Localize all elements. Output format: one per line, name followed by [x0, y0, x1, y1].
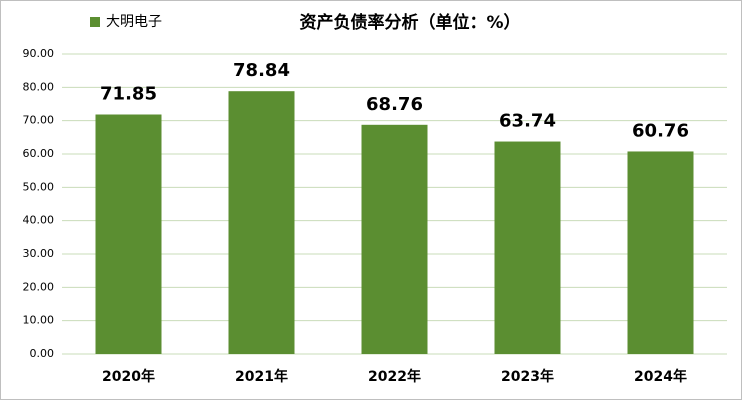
bar	[95, 114, 162, 354]
y-tick-label: 50.00	[23, 180, 55, 193]
bar	[228, 91, 295, 354]
y-tick-label: 20.00	[23, 280, 55, 293]
x-tick-label: 2023年	[501, 368, 554, 385]
data-label: 71.85	[100, 84, 157, 105]
y-tick-label: 0.00	[30, 347, 55, 360]
x-tick-label: 2024年	[634, 368, 687, 385]
x-tick-label: 2022年	[368, 368, 421, 385]
data-label: 63.74	[499, 111, 556, 132]
legend-label: 大明电子	[106, 14, 162, 30]
data-label: 60.76	[632, 120, 689, 141]
y-tick-label: 10.00	[23, 314, 55, 327]
data-label: 78.84	[233, 60, 290, 81]
legend-swatch	[90, 17, 100, 27]
chart-title: 资产负债率分析（单位：%）	[299, 12, 520, 33]
x-tick-label: 2020年	[102, 368, 155, 385]
bar	[361, 124, 428, 354]
y-tick-label: 30.00	[23, 247, 55, 260]
bar	[494, 141, 561, 354]
y-tick-label: 70.00	[23, 114, 55, 127]
x-tick-label: 2021年	[235, 368, 288, 385]
bar	[627, 151, 694, 354]
y-tick-label: 80.00	[23, 80, 55, 93]
y-tick-label: 40.00	[23, 214, 55, 227]
y-tick-label: 60.00	[23, 147, 55, 160]
y-tick-label: 90.00	[23, 47, 55, 60]
data-label: 68.76	[366, 94, 423, 115]
